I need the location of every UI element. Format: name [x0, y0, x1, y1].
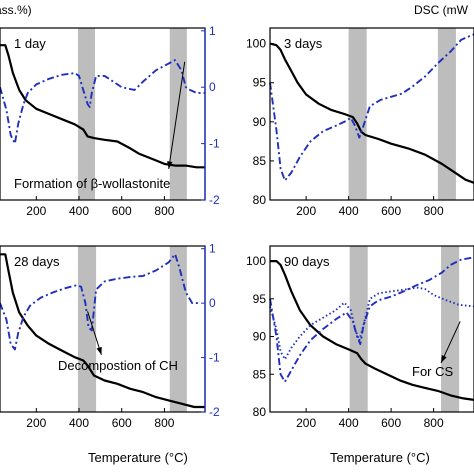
annotation-arrowhead [167, 161, 173, 169]
x-tick-label: 400 [69, 204, 89, 218]
right-y-tick-label: -2 [209, 405, 220, 419]
x-tick-label: 800 [154, 416, 174, 430]
annotation-text: Decompostion of CH [58, 358, 178, 373]
left-y-tick-label: 80 [253, 405, 267, 419]
x-tick-label: 200 [26, 416, 46, 430]
right-y-tick-label: -1 [209, 137, 220, 151]
left-y-tick-label: 100 [246, 37, 266, 51]
highlight-band-2 [441, 246, 460, 412]
highlight-band-1 [348, 28, 367, 200]
panel-4: 200 400 600 800 100 95 90 85 80 90 days For CS [246, 245, 474, 430]
plot-frame [269, 245, 474, 413]
highlight-band-2 [437, 28, 456, 200]
right-y-tick-label: 1 [209, 242, 216, 256]
annotation-arrow [440, 321, 461, 364]
panel-label: 1 day [14, 36, 46, 51]
tg-curve-1 [270, 260, 474, 401]
panel-2: 200 400 600 800 100 95 90 85 80 3 days [246, 27, 474, 218]
x-tick-label: 600 [112, 416, 132, 430]
highlight-band-1 [77, 28, 96, 200]
annotation-arrow [87, 311, 102, 356]
annotation-text: Formation of β-wollastonite [14, 176, 170, 191]
annotation-arrowhead [441, 354, 447, 363]
right-y-tick-label: -1 [209, 351, 220, 365]
right-y-tick-label: 1 [209, 24, 216, 38]
highlight-band-2 [169, 246, 187, 412]
x-tick-label: 400 [339, 204, 359, 218]
x-tick-label: 800 [424, 416, 444, 430]
left-y-tick-label: 80 [253, 193, 267, 207]
x-tick-label: 800 [154, 204, 174, 218]
tg-curve-1 [0, 253, 205, 409]
left-y-tick-label: 95 [253, 76, 267, 90]
x-tick-label: 600 [112, 204, 132, 218]
panel-3: 200 400 600 800 1 0 -1 -2 28 days Decompostion of… [0, 242, 220, 430]
left-y-tick-label: 85 [253, 367, 267, 381]
x-tick-label: 400 [339, 416, 359, 430]
right-y-tick-label: 0 [209, 296, 216, 310]
annotation-text: For CS [412, 364, 454, 379]
panel-1: 200 400 600 800 1 0 -1 -2 1 day Formation of β-wo… [0, 24, 220, 218]
left-y-tick-label: 85 [253, 154, 267, 168]
highlight-band-1 [349, 246, 368, 412]
highlight-band-2 [169, 28, 187, 200]
dsc-curve-2 [0, 253, 199, 351]
panel-label: 90 days [284, 254, 330, 269]
x-tick-label: 400 [69, 416, 89, 430]
x-axis-title-right: Temperature (°C) [330, 450, 430, 465]
right-y-tick-label: -2 [209, 193, 220, 207]
x-tick-label: 200 [296, 416, 316, 430]
dsc-curve-2 [269, 33, 474, 182]
x-tick-label: 200 [296, 204, 316, 218]
top-right-axis-title: DSC (mW [414, 3, 469, 17]
x-tick-label: 800 [424, 204, 444, 218]
panel-label: 28 days [14, 254, 60, 269]
right-y-tick-label: 0 [209, 80, 216, 94]
left-y-tick-label: 100 [246, 254, 266, 268]
plot-frame [269, 27, 474, 201]
annotation-arrowhead [96, 346, 102, 355]
x-tick-label: 200 [26, 204, 46, 218]
x-tick-label: 600 [381, 204, 401, 218]
x-axis-title-left: Temperature (°C) [88, 450, 188, 465]
dsc-curve-2 [0, 59, 205, 145]
x-tick-label: 600 [381, 416, 401, 430]
dsc-curve-2 [269, 256, 474, 383]
left-y-tick-label: 95 [253, 292, 267, 306]
left-y-tick-label: 90 [253, 115, 267, 129]
tg-curve-1 [0, 44, 205, 169]
tg-curve-1 [269, 42, 474, 184]
annotation-arrow [168, 61, 186, 170]
top-left-axis-title: ass.%) [0, 3, 32, 17]
panel-label: 3 days [284, 36, 323, 51]
left-y-tick-label: 90 [253, 330, 267, 344]
